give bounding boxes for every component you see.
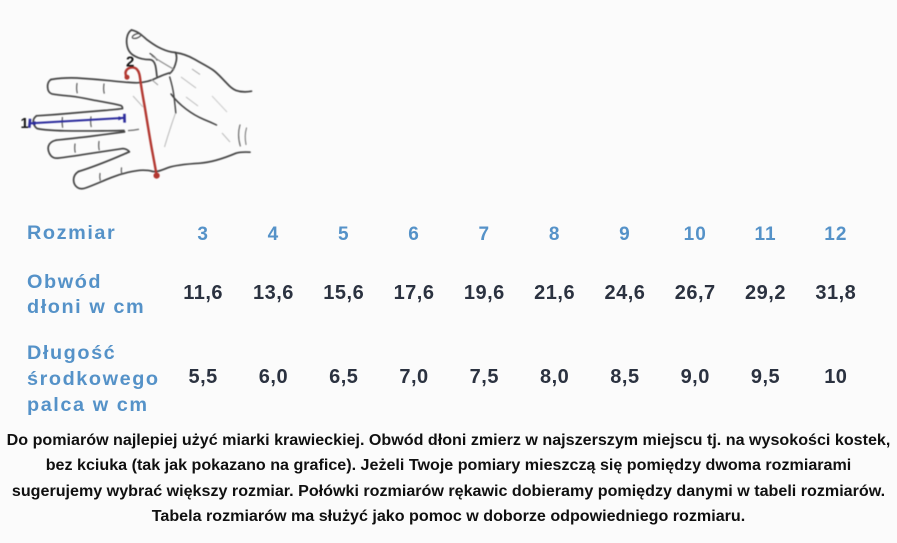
svg-text:2: 2: [126, 54, 134, 71]
svg-text:1: 1: [21, 116, 29, 132]
